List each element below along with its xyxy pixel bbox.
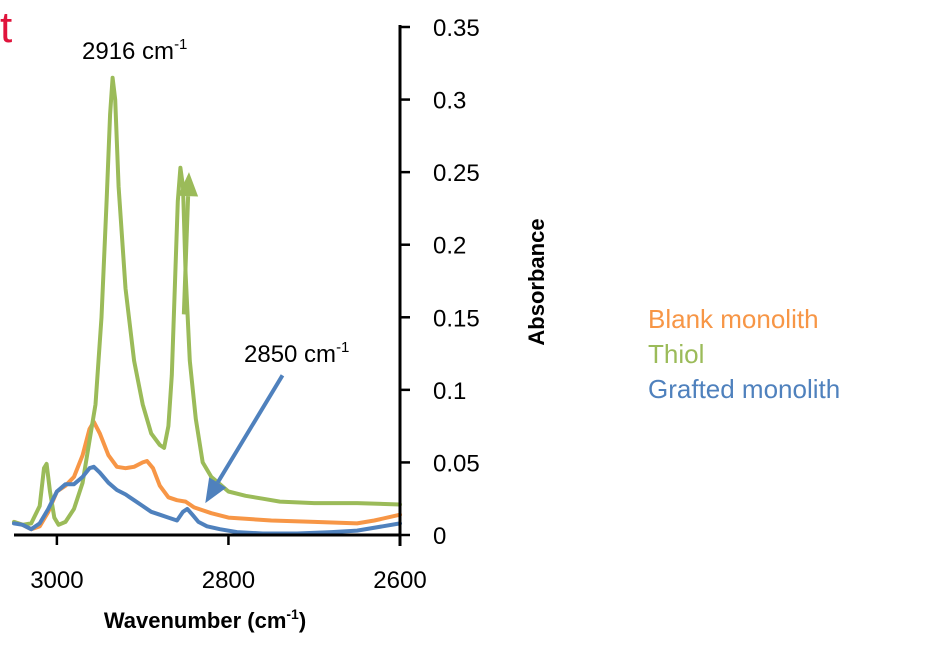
legend-item-blank-monolith: Blank monolith xyxy=(648,304,819,334)
y-tick-label-0.35: 0.35 xyxy=(433,15,480,42)
annotation-arrow-head-2 xyxy=(205,477,227,504)
series-layer xyxy=(12,75,402,536)
y-tick-label-0.1: 0.1 xyxy=(433,378,466,405)
y-tick-label-0.3: 0.3 xyxy=(433,88,466,115)
annotation-arrow-shaft-1 xyxy=(181,196,191,315)
y-tick-label-0: 0 xyxy=(433,523,446,550)
x-tick-label-2800: 2800 xyxy=(202,567,255,594)
x-axis-title: Wavenumber (cm-1) xyxy=(104,606,306,633)
legend: Blank monolith Thiol Grafted monolith xyxy=(648,302,840,407)
x-tick-label-3000: 3000 xyxy=(30,567,83,594)
legend-item-grafted-monolith: Grafted monolith xyxy=(648,374,841,404)
axes-layer: 3000 2800 2600 0 0.05 0.1 0.15 0.2 0.25 0.3 0.35 xyxy=(14,15,480,594)
annotation-arrow-head-1 xyxy=(178,172,199,197)
y-tick-label-0.2: 0.2 xyxy=(433,233,466,260)
corner-text-fragment: t xyxy=(0,3,13,52)
annotation-arrow-shaft-2 xyxy=(215,374,285,484)
series-line-grafted-monolith xyxy=(12,464,402,536)
annotation-2850: 2850 cm-1 xyxy=(244,339,349,368)
x-tick-label-2600: 2600 xyxy=(373,567,426,594)
annotation-arrows xyxy=(178,172,285,504)
y-tick-label-0.25: 0.25 xyxy=(433,160,480,187)
y-tick-label-0.15: 0.15 xyxy=(433,305,480,332)
annotation-2916: 2916 cm-1 xyxy=(82,36,187,65)
series-line-thiol xyxy=(12,75,402,527)
legend-item-thiol: Thiol xyxy=(648,339,705,369)
y-axis-title: Absorbance xyxy=(524,218,549,345)
y-tick-label-0.05: 0.05 xyxy=(433,450,480,477)
